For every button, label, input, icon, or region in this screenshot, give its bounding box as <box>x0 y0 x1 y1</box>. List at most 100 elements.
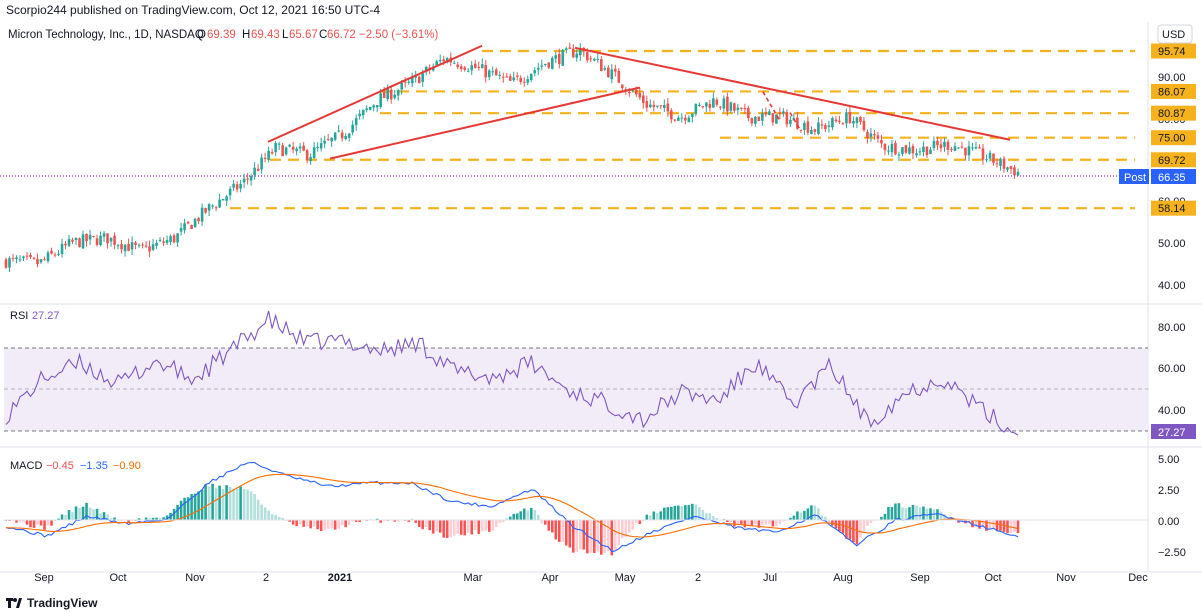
level-value-tag <box>1151 83 1196 99</box>
macd-histogram-bar <box>431 520 435 534</box>
candle-body <box>18 259 22 261</box>
macd-tick: −2.50 <box>1158 547 1186 559</box>
macd-histogram-bar <box>505 518 509 520</box>
candle-body <box>421 73 425 82</box>
candle-body <box>838 120 841 122</box>
post-price-tag: Post 66.35 <box>1119 169 1196 184</box>
candle-body <box>890 143 894 153</box>
macd-histogram-bar <box>988 520 992 530</box>
candle-body <box>1002 158 1006 169</box>
tradingview-logo-icon <box>6 598 22 608</box>
candle-body <box>673 119 677 121</box>
candle-body <box>708 104 712 108</box>
candle-body <box>596 59 600 61</box>
macd-histogram-bar <box>519 511 523 520</box>
candle-body <box>680 117 684 119</box>
time-axis-label: 2 <box>695 572 701 584</box>
candle-body <box>827 125 831 128</box>
macd-histogram-bar <box>656 513 659 520</box>
candle-body <box>50 250 53 254</box>
macd-histogram-bar <box>978 520 981 529</box>
macd-histogram-bar <box>985 520 988 531</box>
chart-area[interactable]: Micron Technology, Inc., 1D, NASDAQ O 69… <box>0 22 1202 594</box>
candle-body <box>677 117 680 121</box>
macd-histogram-bar <box>421 520 425 530</box>
macd-histogram-bar <box>442 520 446 538</box>
candle-body <box>53 254 57 256</box>
candle-body <box>151 244 155 250</box>
candle-body <box>22 256 25 258</box>
macd-histogram-bar <box>127 520 130 523</box>
candle-body <box>901 147 904 154</box>
macd-histogram-bar <box>288 520 291 522</box>
macd-histogram-bar <box>162 517 165 520</box>
macd-histogram-bar <box>477 520 481 535</box>
candle-body <box>239 183 242 189</box>
candle-body <box>813 129 817 132</box>
candle-body <box>659 105 663 107</box>
macd-histogram-bar <box>862 520 866 532</box>
macd-histogram-bar <box>92 509 95 520</box>
macd-histogram-bar <box>743 520 747 528</box>
macd-histogram-bar <box>452 520 456 536</box>
tradingview-brand[interactable]: TradingView <box>6 596 97 610</box>
macd-histogram-bar <box>144 517 148 520</box>
macd-histogram-bar <box>393 520 396 522</box>
macd-histogram-bar <box>817 508 820 520</box>
macd-histogram-bar <box>354 520 358 522</box>
candle-body <box>950 148 953 150</box>
macd-histogram-bar <box>764 520 768 525</box>
candle-body <box>628 92 631 94</box>
candle-body <box>193 218 197 228</box>
macd-histogram-bar <box>172 508 176 520</box>
macd-histogram-bar <box>624 520 628 538</box>
candle-body <box>995 163 999 165</box>
candle-body <box>568 47 572 50</box>
macd-histogram-bar <box>396 520 400 522</box>
macd-histogram-bar <box>582 520 586 550</box>
macd-histogram-bar <box>176 505 179 520</box>
candle-body <box>113 235 116 245</box>
macd-histogram-bar <box>102 512 106 520</box>
macd-histogram-bar <box>463 520 467 536</box>
macd-histogram-bar <box>277 517 281 520</box>
macd-histogram-bar <box>806 508 810 520</box>
macd-histogram-bar <box>491 520 495 531</box>
macd-histogram-bar <box>911 505 915 520</box>
macd-histogram-bar <box>424 520 428 528</box>
candle-body <box>211 205 214 207</box>
macd-histogram-bar <box>522 508 526 520</box>
candle-body <box>866 131 869 139</box>
macd-histogram-bar <box>340 520 344 525</box>
macd-histogram-bar <box>218 485 221 520</box>
currency-button[interactable]: USD <box>1157 24 1193 44</box>
macd-histogram-bar <box>414 520 418 523</box>
macd-histogram-bar <box>838 520 841 532</box>
macd-histogram-bar <box>64 515 67 520</box>
macd-histogram-bar <box>606 520 610 552</box>
macd-histogram-bar <box>726 520 729 523</box>
time-axis-label: May <box>615 572 636 584</box>
candle-body <box>862 120 866 131</box>
candle-body <box>417 76 421 84</box>
candle-body <box>1016 171 1020 176</box>
macd-histogram-bar <box>15 520 18 523</box>
macd-histogram-bar <box>158 517 162 520</box>
macd-histogram-bar <box>810 505 813 520</box>
candle-body <box>487 70 491 78</box>
macd-histogram-bar <box>487 520 491 532</box>
candle-body <box>344 136 347 140</box>
macd-histogram-bar <box>701 509 705 520</box>
macd-histogram-bar <box>200 489 204 520</box>
currency-label: USD <box>1162 29 1185 41</box>
candle-body <box>729 102 733 111</box>
level-value-tag <box>1151 43 1196 59</box>
candle-body <box>922 146 925 153</box>
macd-histogram-bar <box>824 516 827 520</box>
macd-histogram-bar <box>918 507 922 520</box>
candle-body <box>379 93 382 107</box>
macd-histogram-bar <box>585 520 589 554</box>
candle-body <box>782 111 785 114</box>
candle-body <box>354 118 358 126</box>
candle-body <box>834 119 838 122</box>
